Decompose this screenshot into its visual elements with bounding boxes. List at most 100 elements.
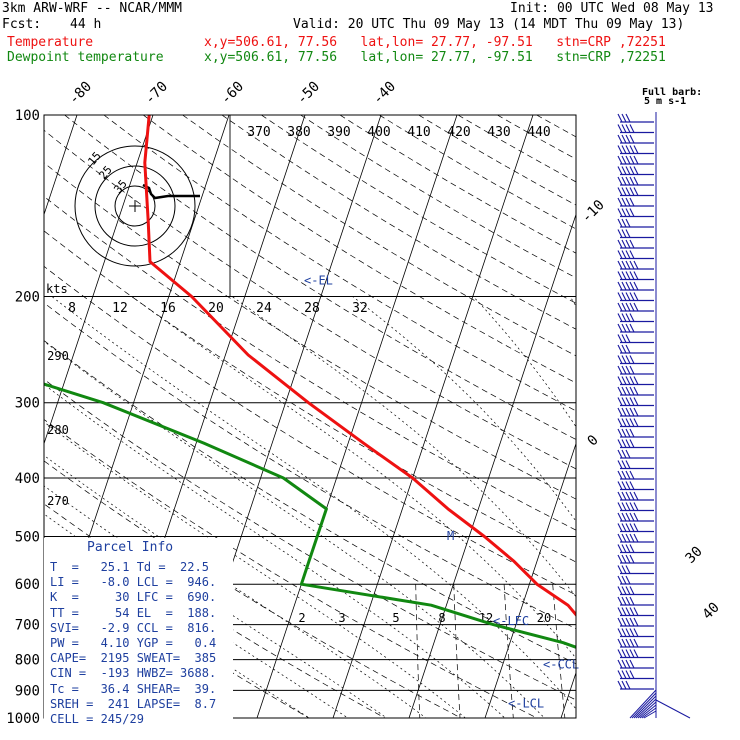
parcel-info-row: LI = -8.0 LCL = 946.	[50, 575, 217, 590]
barb-flag	[625, 460, 631, 469]
pressure-tick-label: 300	[15, 396, 40, 412]
parcel-info-title: Parcel Info	[87, 540, 174, 555]
barb-surface-line	[629, 689, 657, 719]
moist-adiabat-line	[569, 296, 576, 307]
barb-flag	[625, 575, 631, 585]
barb-flag	[633, 491, 639, 501]
barb-flag	[629, 302, 635, 312]
parcel-info-row: K = 30 LFC = 690.	[50, 590, 217, 605]
barb-flag	[633, 397, 639, 406]
isotherm-tick-label: 40	[700, 600, 723, 623]
wind-barb	[617, 229, 654, 239]
mixing-ratio-tick-label: 2	[298, 611, 305, 625]
barb-flag	[625, 386, 631, 396]
barb-flag	[625, 271, 631, 280]
barb-surface-line	[631, 692, 657, 719]
barb-flag	[621, 250, 627, 259]
wind-barb	[617, 649, 654, 659]
wind-barb	[617, 218, 654, 228]
wind-barb	[617, 523, 654, 533]
barb-flag	[625, 523, 631, 532]
wind-barbs	[617, 112, 691, 719]
barb-flag	[617, 218, 623, 228]
barb-flag	[621, 628, 627, 637]
dry-adiabat-line	[339, 115, 576, 254]
barb-flag	[617, 533, 623, 543]
barb-flag	[625, 323, 631, 333]
barb-flag	[625, 355, 631, 364]
barb-flag	[617, 208, 623, 217]
barb-flag	[621, 523, 627, 532]
theta-tick-label: 420	[447, 125, 470, 140]
barb-flag	[621, 670, 627, 679]
isotherm-tick-label: 30	[683, 544, 706, 567]
barb-flag	[629, 281, 635, 291]
barb-flag	[617, 449, 623, 459]
wind-barb	[617, 680, 654, 690]
barb-flag	[633, 523, 639, 532]
mixing-ratio-tick-label: 5	[392, 611, 399, 625]
barb-flag	[621, 376, 627, 385]
barb-flag	[625, 155, 631, 165]
barb-flag	[629, 250, 635, 259]
barb-flag	[617, 365, 623, 375]
moist-adiabat-line	[44, 421, 466, 718]
barb-flag	[629, 166, 635, 175]
barb-flag	[629, 512, 635, 522]
barb-flag	[621, 617, 627, 627]
barb-flag	[617, 649, 623, 658]
barb-flag	[625, 418, 631, 427]
barb-flag	[625, 428, 631, 438]
barb-flag	[617, 355, 623, 364]
barb-surface-line	[641, 707, 657, 719]
parcel-info-box: Parcel Info T = 25.1 Td = 22.5 LI = -8.0 …	[44, 538, 233, 728]
barb-flag	[621, 659, 627, 669]
barb-flag	[621, 197, 627, 207]
barb-flag	[617, 680, 623, 690]
parcel-info-row: CIN = -193 HWBZ= 3688.	[50, 666, 217, 681]
dewpoint-profile-line	[44, 382, 576, 649]
barb-flag	[617, 250, 623, 259]
barb-flag	[617, 439, 623, 448]
barb-flag	[629, 481, 635, 490]
wind-barb	[617, 113, 654, 123]
barb-flag	[621, 155, 627, 165]
barb-flag	[617, 124, 623, 133]
barb-flag	[621, 533, 627, 543]
barb-flag	[625, 533, 631, 543]
barb-flag	[625, 208, 631, 217]
barb-flag	[633, 533, 639, 543]
barb-flag	[625, 638, 631, 648]
barb-flag	[625, 218, 631, 228]
wind-barb	[617, 145, 654, 155]
barb-flag	[625, 197, 631, 207]
wind-barb	[617, 439, 654, 449]
barb-flag	[629, 418, 635, 427]
barb-flag	[621, 544, 627, 553]
barb-flag	[617, 239, 623, 249]
barb-flag	[625, 607, 631, 616]
barb-flag	[617, 313, 623, 322]
barb-flag	[629, 649, 635, 658]
barb-flag	[621, 166, 627, 175]
barb-flag	[629, 134, 635, 144]
barb-surface-line	[643, 710, 657, 719]
dry-adiabat-line	[536, 115, 576, 138]
barb-flag	[633, 418, 639, 427]
dry-adiabat-line	[418, 115, 576, 206]
pressure-tick-label: 600	[15, 577, 40, 593]
moist-adiabat-line	[44, 485, 388, 718]
mixing-ratio-tick-label: 3	[338, 611, 345, 625]
wind-barb	[617, 208, 654, 218]
pressure-tick-label: 900	[15, 683, 40, 699]
pressure-tick-label: 100	[15, 108, 40, 124]
barb-flag	[621, 428, 627, 438]
dry-adiabat-line	[497, 115, 576, 160]
barb-flag	[617, 470, 623, 480]
barb-flag	[617, 292, 623, 301]
wind-barb	[617, 124, 654, 134]
barb-flag	[629, 502, 635, 511]
wind-barb	[617, 344, 654, 354]
wind-barb	[617, 397, 654, 407]
barb-flag	[621, 502, 627, 511]
